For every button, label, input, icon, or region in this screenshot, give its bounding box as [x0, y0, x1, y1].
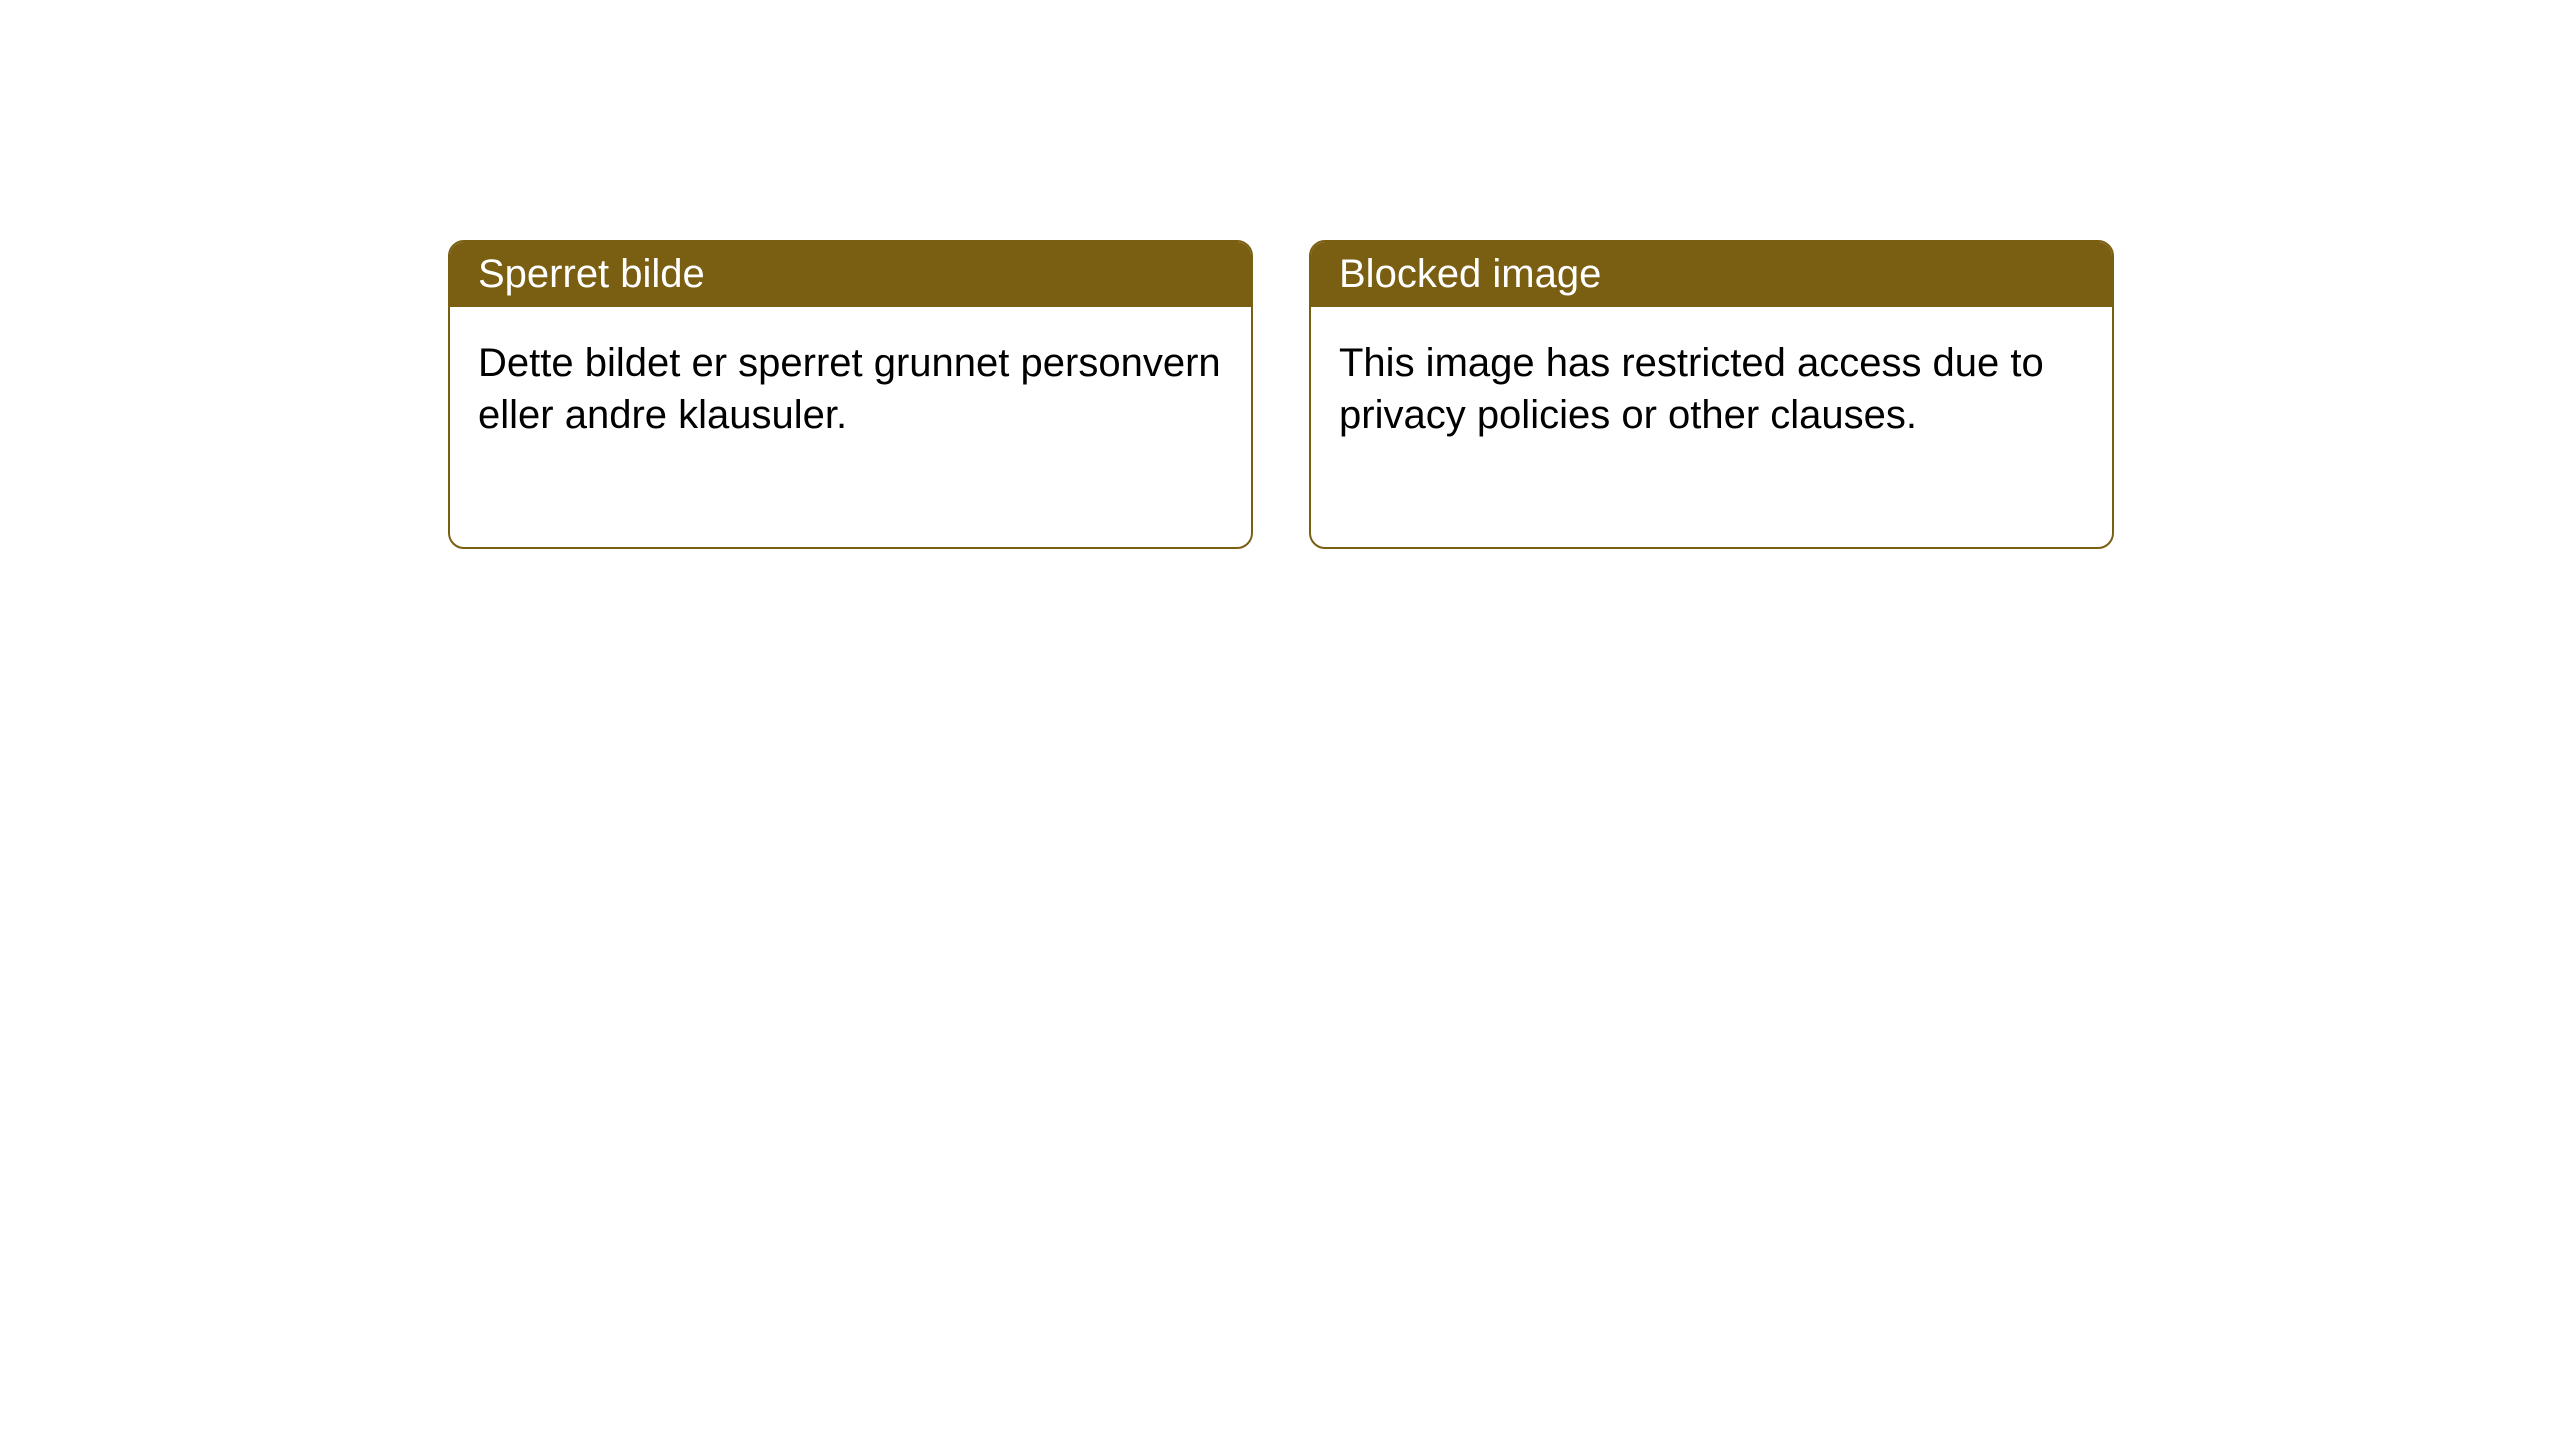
notice-title-no: Sperret bilde: [450, 242, 1251, 307]
notice-title-en: Blocked image: [1311, 242, 2112, 307]
notice-body-no: Dette bildet er sperret grunnet personve…: [450, 307, 1251, 547]
blocked-image-notices: Sperret bilde Dette bildet er sperret gr…: [448, 240, 2114, 549]
notice-card-en: Blocked image This image has restricted …: [1309, 240, 2114, 549]
notice-card-no: Sperret bilde Dette bildet er sperret gr…: [448, 240, 1253, 549]
notice-body-en: This image has restricted access due to …: [1311, 307, 2112, 547]
